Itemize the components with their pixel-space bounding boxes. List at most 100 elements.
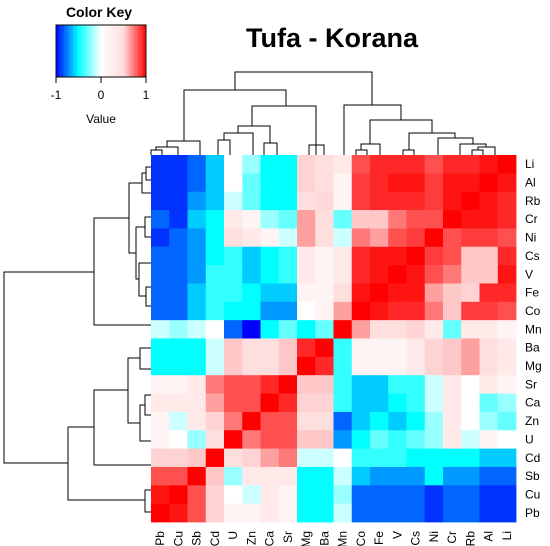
heatmap-cell	[333, 246, 353, 266]
heatmap-cell	[278, 191, 298, 211]
dendrogram-branch	[343, 104, 402, 155]
heatmap-cell	[333, 393, 353, 413]
heatmap-cell	[388, 265, 407, 284]
heatmap-cell	[443, 393, 462, 413]
heatmap-cell	[333, 503, 353, 523]
heatmap-cell	[370, 356, 389, 376]
heatmap-cell	[205, 301, 225, 321]
heatmap-cell	[205, 283, 225, 303]
heatmap-cell	[333, 283, 353, 303]
color-key-strips	[55, 25, 147, 77]
heatmap-cell	[169, 430, 188, 449]
heatmap-cell	[424, 466, 444, 486]
heatmap-cell	[479, 338, 499, 358]
heatmap-cell	[388, 466, 407, 486]
heatmap-cell	[461, 246, 480, 266]
heatmap-cell	[151, 448, 170, 468]
heatmap-cell	[315, 173, 334, 193]
dendrogram-branch	[138, 262, 151, 297]
heatmap-cell	[443, 210, 462, 229]
heatmap-cell	[224, 210, 243, 229]
heatmap-cell	[388, 173, 407, 193]
heatmap-cell	[151, 356, 170, 376]
heatmap-cell	[424, 265, 444, 284]
heatmap-cell	[224, 393, 243, 413]
dendrogram-branch	[93, 389, 151, 466]
row-label: Li	[525, 157, 534, 171]
heatmap-cell	[224, 375, 243, 394]
heatmap-cell	[370, 265, 389, 284]
heatmap-cell	[260, 173, 280, 193]
heatmap-cell	[151, 173, 170, 193]
heatmap-cell	[169, 301, 188, 321]
column-label: Mn	[336, 531, 350, 546]
heatmap-cell	[151, 320, 170, 339]
heatmap-cell	[424, 283, 444, 303]
heatmap-cell	[388, 228, 407, 248]
heatmap-cell	[406, 411, 426, 431]
heatmap-cell	[406, 466, 426, 486]
heatmap-cell	[315, 301, 334, 321]
heatmap-cell	[205, 320, 225, 339]
heatmap-cell	[497, 191, 517, 211]
heatmap-cell	[169, 173, 188, 193]
heatmap-cell	[443, 356, 462, 376]
heatmap-cell	[242, 173, 261, 193]
heatmap-cell	[297, 320, 316, 339]
column-label: U	[226, 531, 240, 540]
heatmap-cells	[151, 155, 517, 523]
heatmap-cell	[388, 485, 407, 505]
heatmap-cell	[333, 356, 353, 376]
row-label: Ca	[525, 396, 541, 410]
heatmap-cell	[370, 283, 389, 303]
heatmap-cell	[187, 375, 207, 394]
heatmap-cell	[297, 246, 316, 266]
heatmap-cell	[370, 228, 389, 248]
heatmap-cell	[443, 430, 462, 449]
heatmap-cell	[479, 210, 499, 229]
heatmap-cell	[443, 191, 462, 211]
heatmap-cell	[479, 173, 499, 193]
heatmap-cell	[351, 393, 371, 413]
heatmap-cell	[497, 283, 517, 303]
heatmap-cell	[388, 411, 407, 431]
heatmap-cell	[278, 485, 298, 505]
heatmap-cell	[370, 485, 389, 505]
heatmap-cell	[224, 356, 243, 376]
heatmap-cell	[242, 411, 261, 431]
heatmap-cell	[260, 485, 280, 505]
heatmap-cell	[242, 485, 261, 505]
heatmap-cell	[278, 155, 298, 174]
heatmap-cell	[333, 191, 353, 211]
heatmap-cell	[205, 411, 225, 431]
heatmap-cell	[370, 191, 389, 211]
column-label: Pb	[153, 531, 167, 546]
heatmap-cell	[297, 173, 316, 193]
heatmap-cell	[461, 503, 480, 523]
heatmap-cell	[443, 283, 462, 303]
heatmap-cell	[333, 448, 353, 468]
column-label: Ca	[263, 531, 277, 546]
heatmap-cell	[333, 173, 353, 193]
heatmap-cell	[205, 265, 225, 284]
heatmap-cell	[242, 393, 261, 413]
heatmap-cell	[151, 338, 170, 358]
heatmap-cell	[315, 393, 334, 413]
heatmap-cell	[205, 375, 225, 394]
heatmap-cell	[187, 393, 207, 413]
heatmap-cell	[333, 320, 353, 339]
heatmap-cell	[260, 155, 280, 174]
dendrogram-branch	[471, 149, 484, 155]
heatmap-cell	[205, 466, 225, 486]
heatmap-cell	[497, 393, 517, 413]
heatmap-cell	[169, 283, 188, 303]
heatmap-cell	[187, 448, 207, 468]
dendrogram-branch	[144, 394, 151, 416]
heatmap-cell	[497, 301, 517, 321]
heatmap-cell	[406, 320, 426, 339]
heatmap-cell	[479, 375, 499, 394]
heatmap-cell	[461, 173, 480, 193]
heatmap-cell	[333, 485, 353, 505]
heatmap-cell	[388, 448, 407, 468]
